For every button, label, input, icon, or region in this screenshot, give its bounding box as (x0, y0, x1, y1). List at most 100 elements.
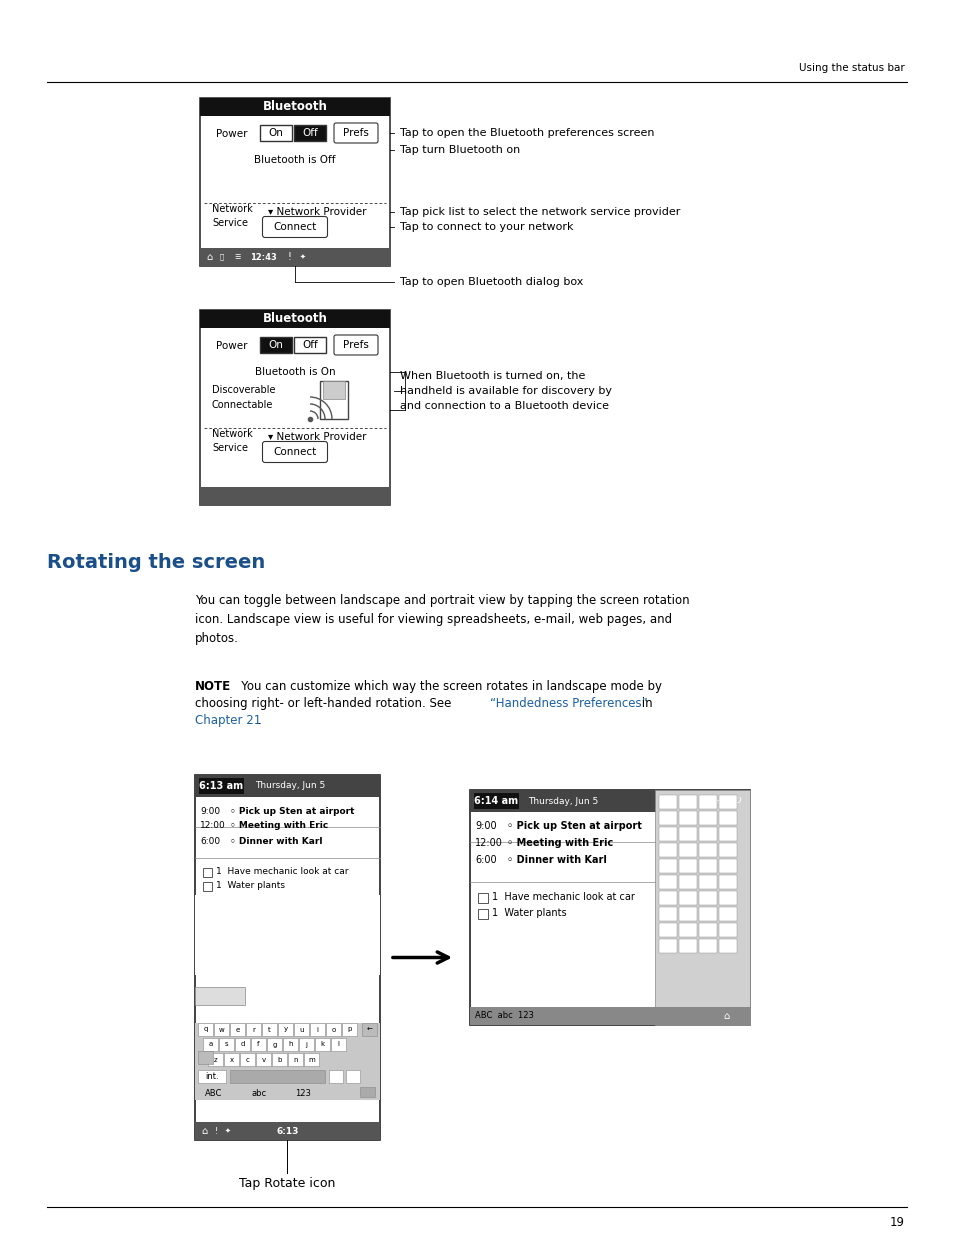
Bar (470, 1007, 749, 1025)
Bar (699, 923, 717, 937)
Bar (213, 1023, 229, 1036)
Bar (679, 876, 697, 889)
Text: Bluetooth: Bluetooth (262, 100, 327, 114)
FancyBboxPatch shape (262, 441, 327, 462)
Text: .: . (257, 714, 261, 727)
Bar (699, 860, 717, 873)
Bar (719, 923, 737, 937)
Bar (699, 795, 717, 809)
Bar (477, 893, 488, 903)
Bar (719, 906, 737, 921)
Text: Tap to connect to your network: Tap to connect to your network (399, 222, 573, 232)
Text: d: d (240, 1041, 244, 1047)
Bar (203, 1037, 218, 1051)
Bar (260, 125, 292, 141)
Bar (719, 795, 737, 809)
FancyBboxPatch shape (262, 216, 327, 237)
Bar (719, 890, 737, 905)
Text: choosing right- or left-handed rotation. See: choosing right- or left-handed rotation.… (194, 697, 455, 710)
Text: abc: abc (252, 1088, 267, 1098)
Text: Tap to open the Bluetooth preferences screen: Tap to open the Bluetooth preferences sc… (399, 128, 654, 138)
Text: →←: →← (704, 797, 723, 806)
Bar (267, 1037, 282, 1051)
Bar (200, 487, 390, 505)
Bar (200, 98, 390, 266)
Text: y: y (283, 1026, 287, 1032)
Text: On: On (269, 128, 283, 138)
Bar (194, 776, 379, 1140)
Text: ◦ Pick up Sten at airport: ◦ Pick up Sten at airport (506, 821, 641, 831)
Text: int.: int. (205, 1072, 218, 1081)
Bar (319, 382, 348, 419)
Text: 🔍: 🔍 (220, 253, 224, 261)
Text: On: On (269, 340, 283, 350)
Bar (655, 790, 749, 1025)
Bar (194, 1023, 379, 1100)
Text: 1  Water plants: 1 Water plants (215, 882, 285, 890)
Bar (246, 1023, 261, 1036)
Text: b: b (277, 1056, 281, 1062)
Text: ABC  abc  123: ABC abc 123 (475, 1011, 534, 1020)
Text: 12:43: 12:43 (250, 252, 276, 262)
Bar (699, 906, 717, 921)
Bar (699, 939, 717, 953)
Bar (219, 1037, 233, 1051)
Bar (659, 795, 677, 809)
Text: 1  Have mechanic look at car: 1 Have mechanic look at car (492, 892, 634, 902)
Bar (719, 939, 737, 953)
Bar (659, 827, 677, 841)
Text: ✦: ✦ (299, 254, 306, 261)
Bar (203, 882, 212, 890)
Text: Tap turn Bluetooth on: Tap turn Bluetooth on (399, 144, 519, 156)
Text: ◦ Dinner with Karl: ◦ Dinner with Karl (506, 855, 606, 864)
Bar (474, 793, 518, 809)
Text: q: q (203, 1026, 208, 1032)
Text: Bluetooth: Bluetooth (262, 312, 327, 326)
Text: t: t (268, 1026, 271, 1032)
Bar (719, 860, 737, 873)
Bar (198, 1051, 213, 1065)
Bar (294, 337, 326, 353)
Text: 6:13: 6:13 (276, 1126, 298, 1135)
Bar (310, 1023, 325, 1036)
Text: k: k (320, 1041, 324, 1047)
Bar (326, 1023, 340, 1036)
Text: 6:00: 6:00 (200, 836, 220, 846)
Bar (679, 795, 697, 809)
Bar (298, 1037, 314, 1051)
Bar (361, 1023, 376, 1036)
Text: i: i (316, 1026, 318, 1032)
Bar (719, 827, 737, 841)
Bar (234, 1037, 250, 1051)
Bar (719, 844, 737, 857)
Text: ✦: ✦ (225, 1128, 231, 1134)
Bar (346, 1070, 359, 1083)
Bar (277, 1023, 293, 1036)
Text: a: a (208, 1041, 213, 1047)
Text: Thursday, Jun 5: Thursday, Jun 5 (254, 782, 325, 790)
Bar (272, 1053, 287, 1066)
Text: n: n (293, 1056, 297, 1062)
Text: ◦ Meeting with Eric: ◦ Meeting with Eric (230, 821, 328, 830)
Bar (659, 939, 677, 953)
Text: 6:14 am: 6:14 am (474, 797, 517, 806)
Text: NOTE: NOTE (194, 680, 231, 693)
Bar (230, 1023, 245, 1036)
Bar (203, 868, 212, 877)
Bar (359, 1087, 375, 1097)
Bar (679, 906, 697, 921)
Text: p: p (347, 1026, 352, 1032)
Text: m: m (308, 1056, 314, 1062)
Text: Off: Off (302, 128, 317, 138)
Bar (679, 923, 697, 937)
Text: Bluetooth is Off: Bluetooth is Off (254, 156, 335, 165)
Bar (200, 248, 390, 266)
Text: !: ! (214, 1126, 218, 1135)
Bar (470, 790, 749, 811)
Text: 12:00: 12:00 (475, 839, 502, 848)
Text: ↻: ↻ (731, 797, 740, 806)
Bar (659, 890, 677, 905)
Text: Thursday, Jun 5: Thursday, Jun 5 (527, 797, 598, 805)
Text: ▾ Network Provider: ▾ Network Provider (268, 207, 366, 217)
Text: ⌂: ⌂ (201, 1126, 207, 1136)
